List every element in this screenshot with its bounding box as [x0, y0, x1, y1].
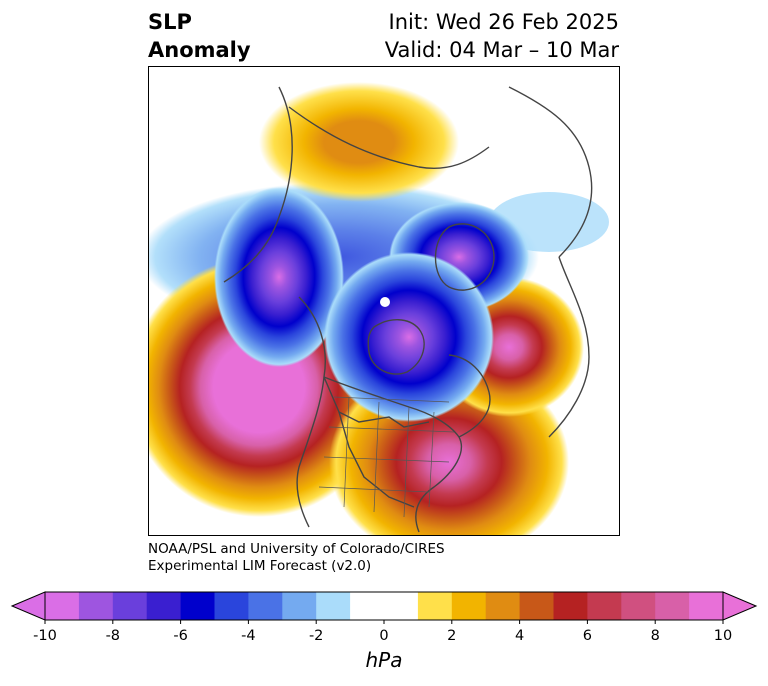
colorbar-cells [45, 592, 724, 620]
colorbar-tick-label: -4 [241, 628, 256, 644]
colorbar-tick-label: -10 [33, 628, 57, 644]
title-line-2: Anomaly [148, 38, 251, 62]
forecast-dates: Init: Wed 26 Feb 2025 Valid: 04 Mar – 10… [385, 8, 619, 64]
colorbar-cell [78, 592, 114, 620]
colorbar-tick-label: 0 [379, 628, 389, 644]
credit-line-1: NOAA/PSL and University of Colorado/CIRE… [148, 541, 445, 557]
map-panel [148, 66, 620, 536]
colorbar-tick-label: 2 [447, 628, 457, 644]
valid-dates: Valid: 04 Mar – 10 Mar [384, 38, 619, 62]
colorbar-cell [417, 592, 453, 620]
colorbar-tick-label: 4 [514, 628, 525, 644]
siberia-low [214, 187, 344, 367]
credit-line-2: Experimental LIM Forecast (v2.0) [148, 558, 372, 574]
colorbar-cell [248, 592, 283, 620]
colorbar-cell [180, 592, 215, 620]
colorbar-extend-left [10, 591, 46, 621]
colorbar-cell [451, 592, 487, 620]
init-date: Init: Wed 26 Feb 2025 [388, 10, 619, 34]
coastlines [223, 86, 593, 533]
colorbar-tick-label: 8 [650, 628, 660, 644]
colorbar-tick-label: 6 [582, 628, 592, 644]
state-borders [318, 396, 455, 518]
title-line-1: SLP [148, 10, 192, 34]
colorbar-cell [112, 592, 148, 620]
colorbar-cell [553, 592, 588, 620]
credit-text: NOAA/PSL and University of Colorado/CIRE… [148, 541, 445, 575]
colorbar-cell [587, 592, 622, 620]
colorbar-tick-label: -2 [308, 628, 324, 644]
colorbar-cell [519, 592, 554, 620]
colorbar-extend-right [722, 591, 758, 621]
barents-high [259, 82, 459, 202]
colorbar-tick-label: -6 [173, 628, 188, 644]
colorbar-tick-label: 10 [713, 628, 733, 644]
colorbar [10, 591, 758, 624]
anomaly-map [149, 82, 609, 535]
colorbar-tick-label: -8 [105, 628, 121, 644]
colorbar-cell [316, 592, 351, 620]
colorbar-ticks [44, 620, 724, 624]
colorbar-cell [45, 592, 80, 620]
colorbar-unit: hPa [365, 648, 403, 672]
colorbar-cell [350, 592, 385, 620]
colorbar-cell [384, 592, 419, 620]
colorbar-cell [146, 592, 182, 620]
negative-anomalies [214, 187, 529, 422]
colorbar-cell [282, 592, 317, 620]
colorbar-cell [214, 592, 249, 620]
colorbar-cell [621, 592, 656, 620]
colorbar-cell [655, 592, 690, 620]
hudson-low [324, 252, 494, 422]
colorbar-cell [485, 592, 521, 620]
colorbar-cell [689, 592, 724, 620]
colorbar-tick-labels: -10 -8 -6 -4 -2 0 2 4 6 8 10 [0, 628, 768, 648]
map-title: SLP Anomaly [148, 8, 251, 64]
